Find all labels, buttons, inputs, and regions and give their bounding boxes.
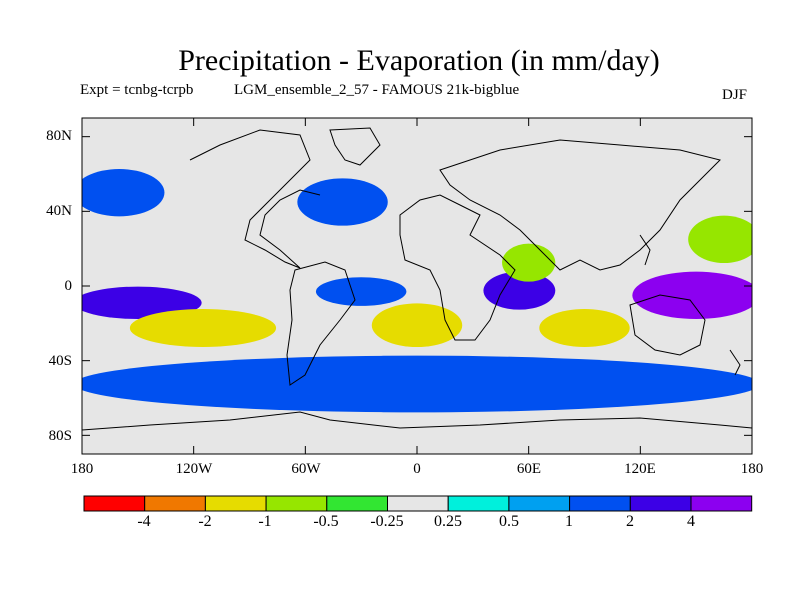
lon-label-180w: 180 (70, 461, 94, 477)
colorbar-swatch (569, 495, 631, 512)
lon-label-120w: 120W (175, 461, 213, 477)
europe-africa-coast (399, 194, 516, 341)
greenland-coast (329, 127, 381, 166)
colorbar-label: -0.25 (370, 513, 404, 530)
colorbar-label: 0.25 (434, 513, 462, 530)
colorbar-swatch (629, 495, 692, 512)
pe-region-s-pacific-subtropics (129, 309, 277, 347)
pe-region-indian-ocean (483, 271, 556, 310)
new-zealand-coast (729, 349, 741, 376)
colorbar-swatch (387, 495, 449, 512)
lon-label-0: 0 (413, 461, 421, 477)
south-america-coast (286, 261, 356, 386)
lon-label-180e: 180 (740, 461, 764, 477)
lon-label-120e: 120E (624, 461, 656, 477)
colorbar-swatch (447, 495, 510, 512)
lon-label-60e: 60E (516, 461, 542, 477)
asia-coast (439, 139, 721, 271)
pe-region-s-atlantic-subtropics (371, 303, 463, 348)
colorbar-swatch (265, 495, 328, 512)
axis-ticks (81, 118, 753, 454)
pe-region-n-pacific-storm-track (82, 169, 165, 217)
australia-coast (629, 294, 706, 356)
colorbar-swatch (204, 495, 267, 512)
lon-label-60w: 60W (291, 461, 321, 477)
colorbar-swatch (144, 495, 206, 512)
colorbar-swatch (83, 495, 146, 512)
pe-region-south-atlantic-convergence (315, 277, 407, 306)
pe-region-southern-ocean (82, 355, 752, 413)
colorbar-label: 0.5 (499, 513, 519, 530)
colorbar-swatch (508, 495, 571, 512)
chart-title: Precipitation - Evaporation (in mm/day) (178, 44, 660, 77)
colorbar (83, 495, 753, 512)
pe-region-arabian-sea (502, 243, 556, 282)
pe-region-n-pacific-subtropics (688, 215, 752, 263)
pe-field-layer (82, 169, 752, 413)
north-america-coast (189, 129, 321, 269)
lat-label-80s: 80S (48, 428, 72, 444)
colorbar-swatch (690, 495, 753, 512)
colorbar-label: 1 (565, 513, 573, 530)
colorbar-label: 4 (687, 513, 695, 530)
lat-label-40n: 40N (46, 203, 72, 219)
colorbar-label: -0.5 (313, 513, 339, 530)
coastlines (82, 127, 752, 431)
antarctica-coast (82, 411, 752, 431)
pe-region-n-atlantic-storm-track (297, 178, 388, 226)
colorbar-label: -1 (258, 513, 272, 530)
colorbar-label: 2 (626, 513, 634, 530)
lat-label-40s: 40S (48, 353, 72, 369)
experiment-label: Expt = tcnbg-tcrpb (80, 82, 194, 98)
colorbar-label: -2 (198, 513, 212, 530)
pe-region-itcz-west-pacific (632, 271, 752, 319)
colorbar-swatch (326, 495, 388, 512)
season-label: DJF (722, 87, 748, 103)
pe-region-s-indian-subtropics (539, 309, 630, 347)
lat-label-0: 0 (64, 278, 73, 294)
lat-label-80n: 80N (46, 128, 72, 144)
japan-coast (639, 234, 651, 266)
colorbar-label: -4 (137, 513, 151, 530)
run-label: LGM_ensemble_2_57 - FAMOUS 21k-bigblue (234, 82, 520, 98)
